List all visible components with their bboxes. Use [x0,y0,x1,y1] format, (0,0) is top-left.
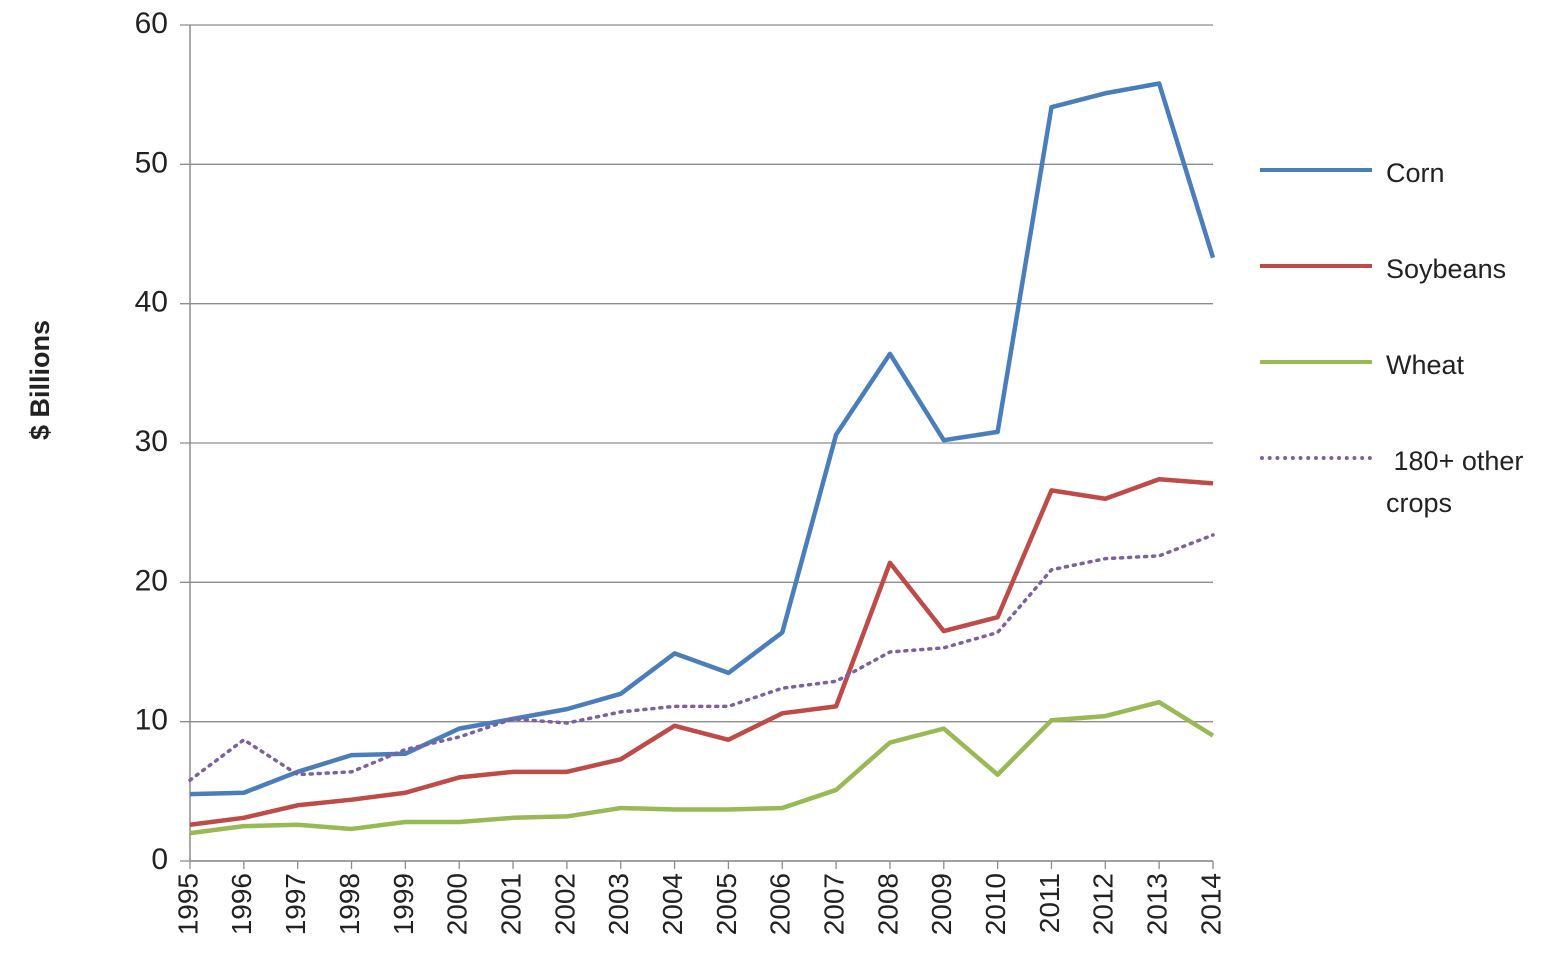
y-axis-label: $ Billions [25,320,55,440]
x-tick-label: 2007 [818,873,849,935]
legend-item: 180+ other crops [1260,438,1560,534]
series-line [189,699,1215,836]
y-tick-label: 30 [135,425,168,458]
x-tick-label: 2006 [765,873,796,935]
series-line [189,476,1214,828]
y-tick-label: 40 [135,286,168,319]
x-tick-label: 2005 [711,873,742,935]
legend-label: Wheat [1386,350,1465,380]
x-tick-label: 2003 [603,873,634,935]
series-line [189,81,1216,797]
legend: Corn Soybeans Wheat 180+ other crops [1260,150,1560,534]
x-tick-label: 2008 [872,873,903,935]
legend-swatch [1260,456,1372,460]
y-tick-label: 20 [135,564,168,597]
series-line [188,533,1215,782]
x-tick-label: 2014 [1195,873,1226,935]
x-tick-label: 2004 [657,873,688,935]
x-tick-label: 2002 [549,873,580,935]
legend-swatch [1260,360,1372,364]
legend-label: 180+ other crops [1386,446,1531,518]
legend-swatch [1260,264,1372,268]
x-tick-label: 1997 [280,873,311,935]
x-tick-label: 1999 [388,873,419,935]
x-tick-label: 2001 [495,873,526,935]
x-tick-label: 2000 [442,873,473,935]
legend-label: Soybeans [1386,254,1507,284]
y-tick-label: 60 [135,7,168,40]
legend-item: Soybeans [1260,246,1560,342]
legend-label: Corn [1386,158,1445,188]
y-tick-label: 50 [135,146,168,179]
legend-item: Wheat [1260,342,1560,438]
y-tick-label: 10 [135,704,168,737]
x-tick-label: 2010 [980,873,1011,935]
x-tick-label: 1998 [334,873,365,935]
x-tick-label: 2011 [1034,873,1065,933]
legend-swatch [1260,168,1372,172]
x-tick-label: 1995 [172,873,203,935]
x-tick-label: 2012 [1088,873,1119,935]
x-tick-label: 2013 [1142,873,1173,935]
x-tick-label: 1996 [226,873,257,935]
legend-item: Corn [1260,150,1560,246]
x-tick-label: 2009 [926,873,957,935]
y-tick-label: 0 [151,843,168,876]
